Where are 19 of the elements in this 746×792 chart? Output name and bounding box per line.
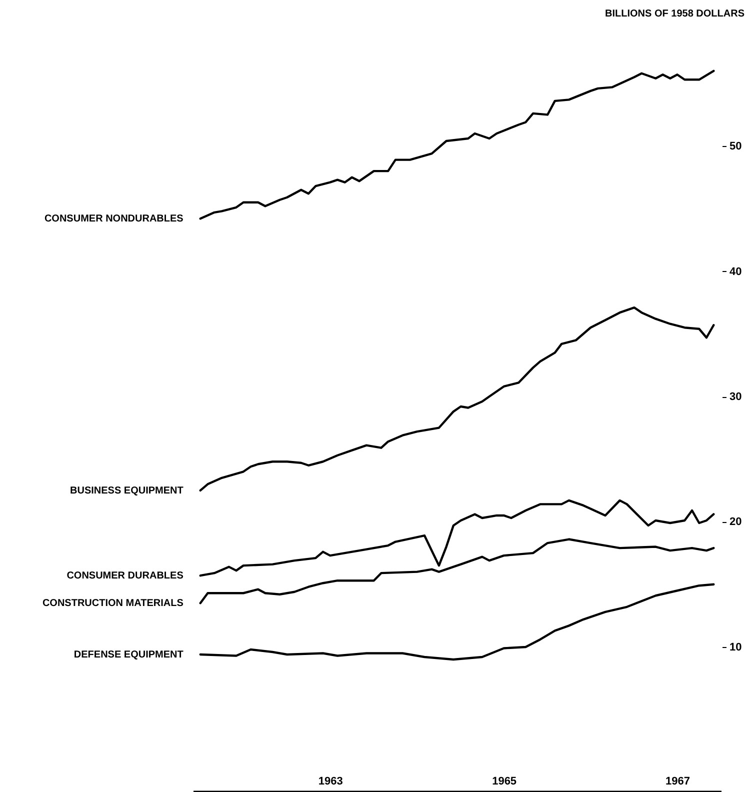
y-tick-label: 30: [730, 391, 742, 403]
y-axis-title: BILLIONS OF 1958 DOLLARS: [605, 8, 745, 20]
y-tick-label: 40: [730, 266, 742, 278]
series-label: DEFENSE EQUIPMENT: [74, 649, 184, 660]
x-tick-label: 1967: [666, 776, 690, 788]
series-label: CONSTRUCTION MATERIALS: [42, 598, 184, 610]
y-tick-label: 20: [730, 516, 742, 528]
series-label: BUSINESS EQUIPMENT: [70, 485, 184, 496]
y-tick-label: 50: [730, 140, 742, 153]
line-series: [199, 306, 715, 492]
line-series: [199, 499, 715, 577]
y-tick-label: 10: [730, 641, 742, 654]
line-series: [199, 70, 715, 220]
series-label: CONSUMER NONDURABLES: [44, 214, 184, 225]
x-tick-label: 1965: [492, 776, 517, 788]
x-tick-label: 1963: [318, 776, 343, 788]
line-series: [199, 583, 715, 661]
series-label: CONSUMER DURABLES: [66, 570, 184, 582]
line-series: [199, 538, 715, 604]
